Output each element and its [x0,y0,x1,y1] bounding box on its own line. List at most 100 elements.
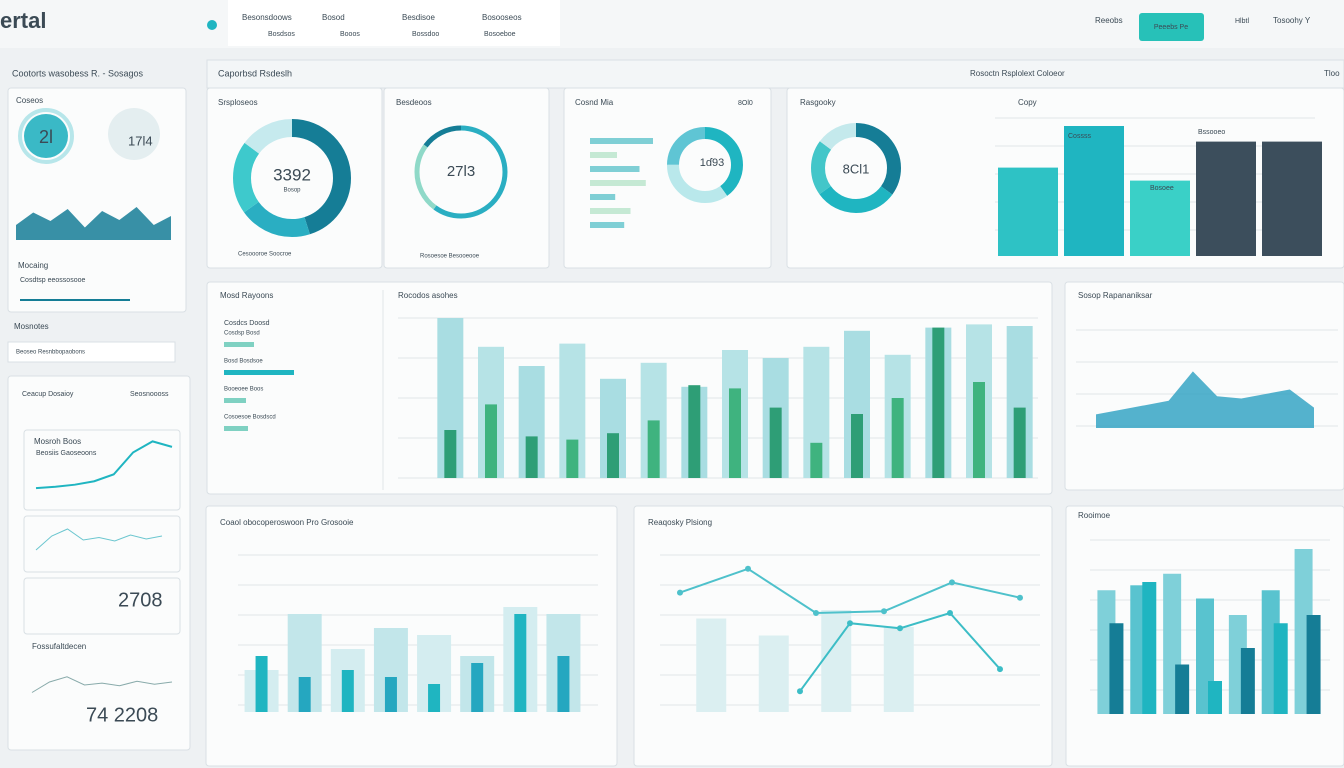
label: Bosd Bosdsoe [224,359,263,365]
label: Cosdtsp eeossosooe [20,277,85,284]
bar [298,677,311,712]
label: Fossufaltdecen [32,642,86,651]
label: Cesoooroe Soocroe [238,252,292,258]
label: Coseos [16,96,43,105]
nav-tab[interactable]: Besdisoe [402,13,435,22]
bar [821,610,852,712]
card [383,87,550,269]
button-label[interactable]: Peeebs Pe [1154,24,1188,31]
nav-sub[interactable]: Bossdoo [412,31,439,38]
bar [590,222,625,228]
nav-link[interactable]: Reeobs [1095,16,1123,25]
bar [810,442,823,478]
point [949,579,955,586]
bar [224,342,254,347]
logo: ertal [0,8,46,33]
bar [590,180,646,186]
label: Cosdsp Bosd [224,331,260,337]
label: 2l [39,127,53,147]
label: Sosop Rapananiksar [1078,291,1153,300]
bar [590,194,616,200]
label: Booeoee Boos [224,387,263,393]
bar [758,635,789,712]
bar [341,670,354,712]
label: Rosoctn Rsplolext Coloeor [970,69,1065,78]
donut-segment [414,125,508,219]
label: 8Cl1 [843,161,870,176]
bar [590,152,617,158]
label: Rooimoe [1078,511,1111,520]
point [797,688,803,695]
top-bar [0,0,1344,48]
bar [932,327,945,478]
label: Cosdcs Doosd [224,320,270,327]
label: Mosd Rayoons [220,291,273,300]
bar [224,370,294,375]
label: Ceacup Dosaioy [22,391,74,398]
bar [590,166,640,172]
label: 8Ol0 [738,100,753,107]
label[interactable]: Beoseo Resnbbopaobons [16,350,85,356]
label: Bosoee [1150,185,1174,192]
line [31,676,173,693]
card [23,429,181,511]
bar [224,426,248,431]
donut-segment [667,127,743,203]
label: 74 2208 [86,704,158,726]
nav-sub[interactable]: Bosoeboe [484,31,516,38]
bar [1175,664,1190,714]
bar [1064,126,1124,256]
label: Caporbsd Rsdeslh [218,68,292,78]
bar [1208,681,1222,714]
bar [729,388,741,478]
bar [973,382,985,478]
point [813,610,819,616]
label: Beosiis Gaoseoons [36,450,97,457]
bar [224,398,246,403]
account[interactable]: Tosoohy Y [1273,16,1311,25]
button[interactable] [1139,13,1204,41]
bar [1196,141,1256,256]
point [677,589,683,596]
bar [557,656,570,712]
nav-sub[interactable]: Bosdsos [268,31,295,38]
area [16,207,171,240]
bar [1130,180,1190,256]
label: Srsploseos [218,98,258,107]
card [23,577,181,635]
line [679,567,1021,615]
card [206,87,383,269]
search[interactable] [7,341,176,363]
nav-box [228,0,560,46]
nav-tab[interactable]: Bosod [322,13,345,22]
bar [525,436,538,478]
card [23,515,181,573]
label: Rasgooky [800,98,836,107]
point [847,620,853,627]
label: 17l4 [128,133,153,148]
nav-icon [207,20,217,30]
bar [1306,615,1321,714]
label: 27l3 [447,163,475,180]
label: Mosnotes [14,322,49,331]
bar [769,407,782,478]
label: Mocaing [18,261,48,270]
point [997,666,1003,673]
point [1017,594,1023,601]
point [897,625,903,632]
bar [647,420,660,478]
nav-tab[interactable]: Besonsdoows [242,13,292,22]
nav-tab[interactable]: Bosooseos [482,13,522,22]
label[interactable]: Seosnoooss [130,391,169,398]
card [206,281,1053,495]
bar [566,439,579,478]
donut-segment [811,123,901,213]
label: Rocodos asohes [398,291,458,300]
bar [696,618,727,712]
label: 2708 [118,589,163,611]
donut-segment [18,108,74,164]
bar [607,433,619,478]
donut-segment [811,123,901,213]
nav-sub[interactable]: Booos [340,31,360,38]
bar [1013,407,1026,478]
